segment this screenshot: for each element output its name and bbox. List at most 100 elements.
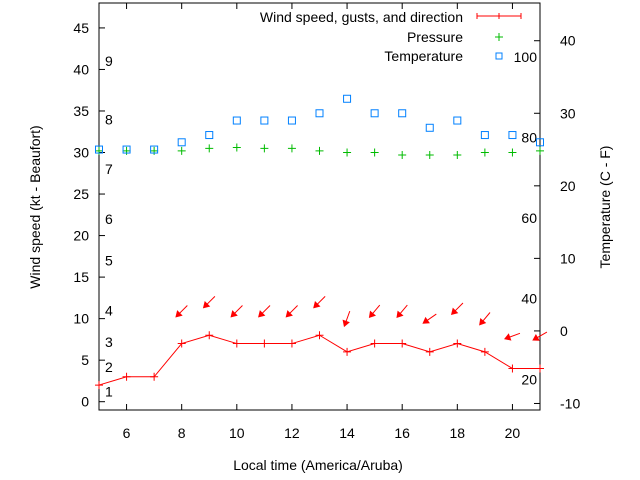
wind-direction-arrow <box>230 305 243 318</box>
x-tick-label: 12 <box>284 425 300 441</box>
wind-point <box>315 331 324 340</box>
wind-direction-arrow <box>313 296 326 309</box>
x-tick-label: 10 <box>229 425 245 441</box>
wind-point <box>177 339 186 348</box>
fahrenheit-label: 20 <box>521 371 537 387</box>
y2-tick-label: 20 <box>560 178 576 194</box>
pressure-point <box>287 144 296 153</box>
y-tick-label: 35 <box>73 103 89 119</box>
y2-tick-label: 40 <box>560 33 576 49</box>
legend-pressure-sample <box>495 33 503 41</box>
pressure-point <box>343 148 352 157</box>
wind-direction-arrow <box>342 310 351 328</box>
temperature-point <box>287 116 296 125</box>
temperature-point <box>508 131 517 140</box>
pressure-point <box>425 151 434 160</box>
y-axis-label: Wind speed (kt - Beaufort) <box>27 125 43 288</box>
wind-point <box>398 339 407 348</box>
pressure-point <box>122 146 131 155</box>
temperature-point <box>122 145 131 154</box>
wind-point <box>95 381 103 390</box>
wind-point <box>453 339 462 348</box>
legend: Wind speed, gusts, and direction Pressur… <box>260 9 522 64</box>
wind-direction-arrow <box>396 304 408 319</box>
beaufort-label: 3 <box>105 334 113 350</box>
beaufort-label: 9 <box>105 53 113 69</box>
pressure-point <box>480 148 489 157</box>
pressure-point <box>95 146 103 155</box>
temperature-point <box>453 116 462 125</box>
legend-label-pressure: Pressure <box>407 29 463 45</box>
wind-direction-arrow <box>285 305 298 318</box>
fahrenheit-label: 40 <box>521 291 537 307</box>
temperature-point <box>425 123 434 132</box>
wind-direction-arrow <box>258 305 271 318</box>
y-tick-label: 10 <box>73 311 89 327</box>
wind-direction-arrow <box>504 332 521 341</box>
x-tick-label: 6 <box>123 425 131 441</box>
legend-wind-sample <box>476 13 522 19</box>
temperature-point <box>177 138 186 147</box>
wind-point <box>536 364 544 373</box>
y2-tick-label: -10 <box>560 395 580 411</box>
y-tick-label: 30 <box>73 145 89 161</box>
wind-point <box>480 347 489 356</box>
wind-direction-arrow <box>422 313 437 324</box>
pressure-point <box>150 146 159 155</box>
y-tick-label: 20 <box>73 228 89 244</box>
y2-tick-label: 30 <box>560 105 576 121</box>
pressure-point <box>536 146 544 155</box>
y-tick-label: 40 <box>73 61 89 77</box>
y-tick-label: 15 <box>73 269 89 285</box>
x-axis-label: Local time (America/Aruba) <box>233 457 403 473</box>
wind-point <box>287 339 296 348</box>
beaufort-label: 6 <box>105 211 113 227</box>
temperature-point <box>343 94 352 103</box>
x-tick-label: 18 <box>450 425 466 441</box>
temperature-point <box>536 138 544 147</box>
temperature-point <box>398 109 407 118</box>
temperature-point <box>232 116 241 125</box>
y2-axis-label: Temperature (C - F) <box>597 146 613 269</box>
beaufort-label: 7 <box>105 161 113 177</box>
x-tick-label: 20 <box>505 425 521 441</box>
wind-point <box>150 372 159 381</box>
pressure-point <box>398 151 407 160</box>
pressure-point <box>205 144 214 153</box>
legend-temperature-sample <box>495 52 503 60</box>
beaufort-label: 8 <box>105 111 113 127</box>
legend-label-temperature: Temperature <box>384 48 463 64</box>
wind-speed-line <box>98 334 540 386</box>
beaufort-label: 1 <box>105 384 113 400</box>
beaufort-label: 4 <box>105 302 113 318</box>
wind-direction-arrow <box>450 302 464 316</box>
fahrenheit-label: 80 <box>521 129 537 145</box>
x-tick-label: 14 <box>339 425 355 441</box>
y2-tick-label: 0 <box>560 323 568 339</box>
wind-direction-arrow <box>479 312 491 326</box>
pressure-point <box>370 148 379 157</box>
y2-tick-label: 10 <box>560 250 576 266</box>
temperature-point <box>260 116 269 125</box>
wind-direction-arrow <box>368 304 381 319</box>
pressure-point <box>315 146 324 155</box>
wind-point <box>122 372 131 381</box>
fahrenheit-label: 60 <box>521 210 537 226</box>
y-tick-label: 45 <box>73 20 89 36</box>
wind-point <box>232 339 241 348</box>
pressure-point <box>260 144 269 153</box>
wind-direction-arrow <box>175 305 188 318</box>
y-tick-label: 0 <box>81 394 89 410</box>
wind-point <box>343 347 352 356</box>
pressure-point <box>177 146 186 155</box>
temperature-point <box>205 131 214 140</box>
wind-point <box>370 339 379 348</box>
pressure-point <box>232 143 241 152</box>
plot-frame <box>98 2 541 411</box>
legend-label-wind: Wind speed, gusts, and direction <box>260 9 463 25</box>
wind-point <box>260 339 269 348</box>
y-tick-label: 25 <box>73 186 89 202</box>
beaufort-label: 2 <box>105 359 113 375</box>
wind-point <box>205 331 214 340</box>
